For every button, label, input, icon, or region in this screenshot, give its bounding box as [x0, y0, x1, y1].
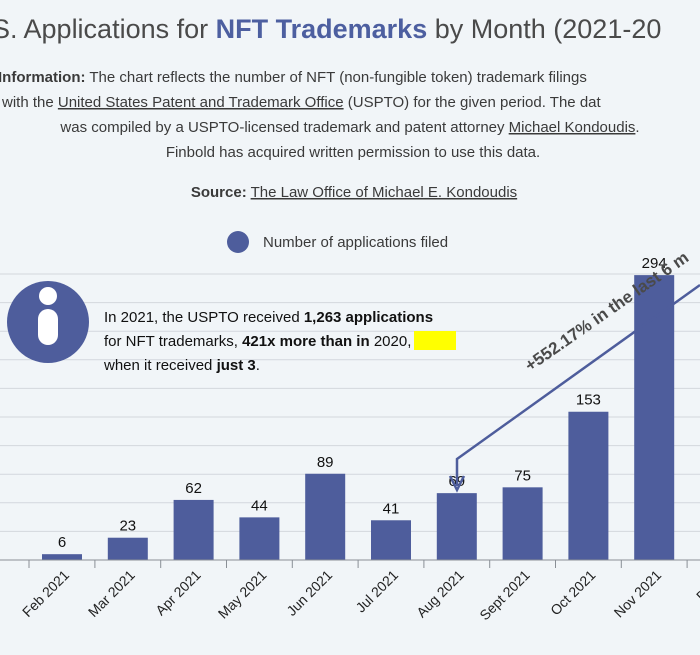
- x-tick-label-11: Dec 2: [693, 567, 700, 604]
- x-tick-label-2: Mar 2021: [85, 567, 138, 620]
- callout-line-3: when it received just 3.: [103, 357, 260, 374]
- x-tick-label-9: Oct 2021: [547, 567, 599, 619]
- highlight-2020: [414, 331, 456, 350]
- bar-7[interactable]: [436, 493, 477, 560]
- annotation-arrow-line: [455, 283, 700, 486]
- bar-8[interactable]: [502, 487, 543, 560]
- info-label: Information:: [0, 69, 86, 86]
- bar-2[interactable]: [107, 537, 148, 560]
- callout-line-2: for NFT trademarks, 421x more than in 20…: [104, 333, 411, 350]
- info-icon: [38, 287, 58, 345]
- bar-9[interactable]: [568, 411, 609, 560]
- x-tick-label-1: Feb 2021: [19, 567, 72, 620]
- x-tick-label-6: Jul 2021: [352, 567, 401, 616]
- title-prefix: S. Applications for: [0, 14, 216, 44]
- info-line-1-text: The chart reflects the number of NFT (no…: [86, 69, 587, 86]
- data-label-10: 294: [642, 255, 667, 272]
- info-callout: In 2021, the USPTO received 1,263 applic…: [7, 281, 456, 374]
- data-label-1: 6: [58, 534, 66, 551]
- data-label-3: 62: [185, 480, 202, 497]
- legend-label: Number of applications filed: [263, 234, 448, 251]
- data-label-5: 89: [317, 454, 334, 471]
- info-line-2: with the United States Patent and Tradem…: [1, 94, 601, 111]
- x-tick-label-3: Apr 2021: [152, 567, 204, 619]
- legend-marker: [227, 231, 249, 253]
- legend[interactable]: Number of applications filed: [227, 231, 448, 253]
- bar-6[interactable]: [371, 520, 411, 560]
- callout-line-1: In 2021, the USPTO received 1,263 applic…: [104, 309, 433, 326]
- attorney-link[interactable]: Michael Kondoudis: [509, 119, 636, 136]
- x-ticks: [28, 560, 688, 568]
- source-link[interactable]: The Law Office of Michael E. Kondoudis: [251, 184, 518, 201]
- chart-title: S. Applications for NFT Trademarks by Mo…: [0, 14, 661, 44]
- info-line-3: was compiled by a USPTO-licensed tradema…: [59, 119, 639, 136]
- bar-3[interactable]: [173, 499, 214, 560]
- title-suffix: by Month (2021-20: [427, 14, 661, 44]
- bar-1[interactable]: [42, 554, 82, 560]
- data-label-2: 23: [119, 518, 136, 535]
- data-label-8: 75: [514, 467, 531, 484]
- bar-10[interactable]: [634, 275, 675, 560]
- x-axis-tick-labels: Feb 2021 Mar 2021 Apr 2021 May 2021 Jun 2021…: [19, 567, 700, 624]
- bar-4[interactable]: [239, 517, 280, 560]
- info-line-1: Information: The chart reflects the numb…: [0, 69, 587, 86]
- x-tick-label-8: Sept 2021: [476, 567, 533, 624]
- info-line-4: Finbold has acquired written permission …: [166, 144, 540, 161]
- uspto-link[interactable]: United States Patent and Trademark Offic…: [58, 94, 344, 111]
- gridlines: [0, 273, 700, 532]
- x-tick-label-5: Jun 2021: [283, 567, 335, 619]
- bar-5[interactable]: [305, 473, 346, 560]
- x-tick-label-10: Nov 2021: [611, 567, 665, 621]
- data-label-4: 44: [251, 497, 268, 514]
- bars: [42, 275, 675, 560]
- source-line: Source: The Law Office of Michael E. Kon…: [191, 184, 517, 201]
- data-label-6: 41: [383, 500, 400, 517]
- source-label: Source:: [191, 184, 247, 201]
- data-label-9: 153: [576, 392, 601, 409]
- title-highlight: NFT Trademarks: [216, 14, 428, 44]
- annotation-arrowhead: [448, 475, 466, 493]
- info-line-3-post: .: [635, 119, 639, 136]
- info-line-2-pre: with the: [1, 94, 58, 111]
- x-tick-label-4: May 2021: [215, 567, 270, 622]
- info-line-3-pre: was compiled by a USPTO-licensed tradema…: [59, 119, 508, 136]
- x-tick-label-7: Aug 2021: [413, 567, 467, 621]
- info-line-2-post: (USPTO) for the given period. The dat: [344, 94, 602, 111]
